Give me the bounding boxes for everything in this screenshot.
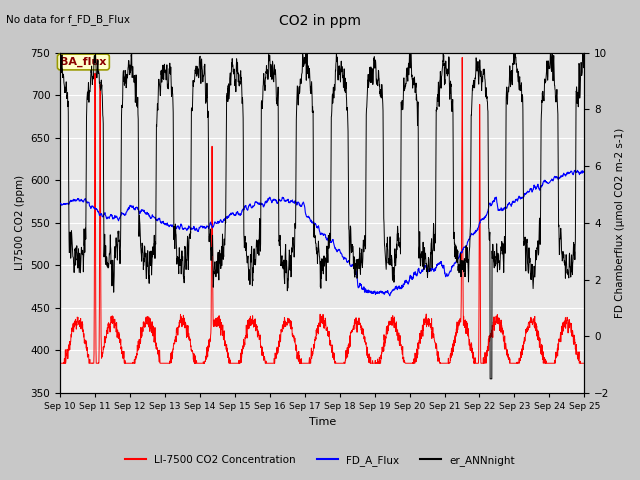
- Text: BA_flux: BA_flux: [60, 57, 107, 67]
- Y-axis label: FD Chamberflux (μmol CO2 m-2 s-1): FD Chamberflux (μmol CO2 m-2 s-1): [615, 128, 625, 318]
- Y-axis label: LI7500 CO2 (ppm): LI7500 CO2 (ppm): [15, 175, 25, 270]
- Text: CO2 in ppm: CO2 in ppm: [279, 14, 361, 28]
- X-axis label: Time: Time: [308, 417, 336, 427]
- Text: No data for f_FD_B_Flux: No data for f_FD_B_Flux: [6, 14, 131, 25]
- Legend: LI-7500 CO2 Concentration, FD_A_Flux, er_ANNnight: LI-7500 CO2 Concentration, FD_A_Flux, er…: [121, 451, 519, 470]
